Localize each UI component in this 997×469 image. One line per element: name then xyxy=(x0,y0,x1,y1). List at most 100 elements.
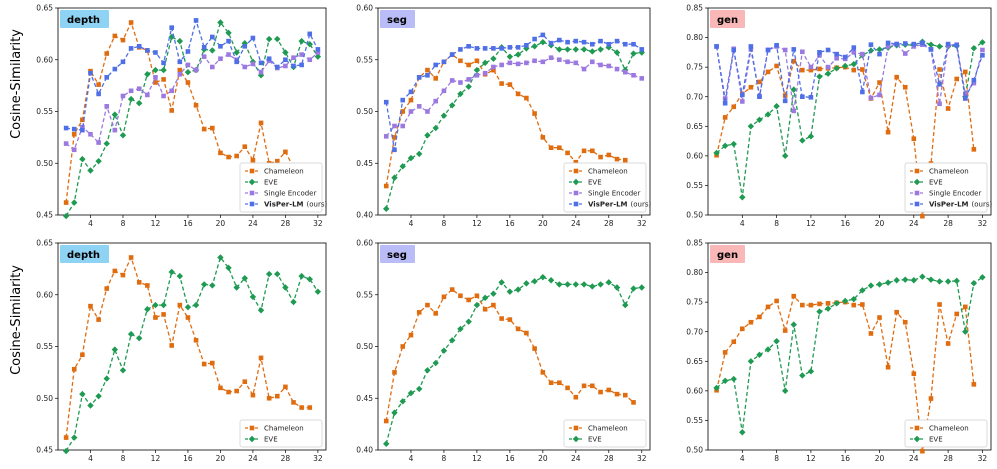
data-point xyxy=(392,370,397,375)
data-point xyxy=(877,315,882,320)
data-point xyxy=(482,70,488,76)
x-tick-label: 32 xyxy=(978,454,988,463)
data-point xyxy=(757,94,762,100)
panel-title-badge xyxy=(60,10,109,28)
data-point xyxy=(481,59,489,67)
data-point xyxy=(573,60,579,66)
data-point xyxy=(851,45,857,50)
x-tick-label: 12 xyxy=(806,219,816,228)
data-point xyxy=(800,302,805,308)
data-point xyxy=(177,302,183,308)
data-point xyxy=(177,71,183,77)
data-point xyxy=(258,69,264,75)
data-point xyxy=(103,375,110,382)
data-point xyxy=(226,154,231,160)
legend-label: Chameleon xyxy=(588,168,628,176)
x-tick-label: 20 xyxy=(216,454,226,463)
data-point xyxy=(945,41,951,47)
data-point xyxy=(556,46,563,53)
data-point xyxy=(928,396,934,401)
panel-title-badge xyxy=(710,10,745,28)
data-point xyxy=(136,43,142,49)
data-point xyxy=(842,54,848,60)
data-point xyxy=(910,277,918,284)
x-tick-label: 8 xyxy=(121,454,126,463)
data-point xyxy=(176,272,184,280)
data-point xyxy=(314,53,322,60)
x-tick-label: 32 xyxy=(978,219,988,228)
data-point xyxy=(441,88,447,94)
data-point xyxy=(605,279,612,286)
data-point xyxy=(920,40,925,46)
data-point xyxy=(524,330,529,336)
data-point xyxy=(540,135,546,140)
data-point xyxy=(868,95,874,101)
data-point xyxy=(515,61,521,67)
data-point xyxy=(392,147,397,153)
y-tick-label: 0.45 xyxy=(36,446,53,455)
x-tick-label: 4 xyxy=(740,454,745,463)
data-point xyxy=(962,69,968,75)
data-point xyxy=(970,45,978,52)
y-tick-label: 0.45 xyxy=(356,159,373,168)
data-point xyxy=(548,380,554,386)
data-point xyxy=(807,368,815,375)
data-point xyxy=(630,285,637,292)
data-point xyxy=(249,293,257,301)
data-point xyxy=(757,79,762,85)
data-point xyxy=(209,47,216,54)
data-point xyxy=(911,41,917,47)
data-point xyxy=(764,346,772,353)
data-point xyxy=(482,306,488,312)
data-point xyxy=(638,284,645,291)
data-point xyxy=(817,66,822,72)
data-point xyxy=(514,51,522,58)
data-point xyxy=(580,281,588,288)
data-point xyxy=(816,73,823,80)
data-point xyxy=(449,287,455,292)
data-point xyxy=(791,58,797,64)
panel-gen-bottom: 0.50 0.55 0.60 0.65 0.70 0.75 0.80 0.85 4 8 12 16 20… xyxy=(686,239,992,463)
data-point xyxy=(515,326,521,332)
data-point xyxy=(748,319,754,325)
data-point xyxy=(825,47,831,53)
x-tick-label: 28 xyxy=(604,454,614,463)
data-point xyxy=(103,140,110,147)
data-point xyxy=(424,132,431,139)
data-point xyxy=(581,148,587,154)
data-point xyxy=(499,62,504,68)
data-point xyxy=(225,264,232,272)
data-point xyxy=(152,301,159,309)
data-point xyxy=(408,97,414,103)
data-point xyxy=(722,96,728,101)
data-point xyxy=(980,47,985,53)
legend-marker xyxy=(573,201,579,207)
data-point xyxy=(283,57,288,63)
x-tick-label: 16 xyxy=(840,219,850,228)
data-point xyxy=(298,37,305,45)
x-tick-label: 28 xyxy=(943,219,953,228)
data-point xyxy=(971,77,977,83)
data-point xyxy=(954,42,959,48)
legend-marker xyxy=(248,178,256,186)
data-point xyxy=(491,64,496,70)
data-point xyxy=(731,339,737,345)
data-point xyxy=(112,127,118,133)
data-point xyxy=(867,282,875,289)
data-point xyxy=(433,98,438,104)
data-point xyxy=(748,44,754,49)
y-tick-label: 0.75 xyxy=(686,63,703,72)
data-point xyxy=(266,395,272,401)
data-point xyxy=(885,40,891,46)
data-point xyxy=(597,46,604,53)
y-tick-label: 0.40 xyxy=(356,211,373,220)
data-point xyxy=(104,51,110,56)
x-tick-label: 20 xyxy=(875,454,885,463)
data-point xyxy=(400,123,406,129)
x-tick-label: 32 xyxy=(637,454,647,463)
panel-title-badge xyxy=(710,245,745,263)
data-point xyxy=(860,67,865,72)
data-point xyxy=(980,53,985,58)
data-point xyxy=(457,325,464,333)
data-point xyxy=(622,69,628,75)
